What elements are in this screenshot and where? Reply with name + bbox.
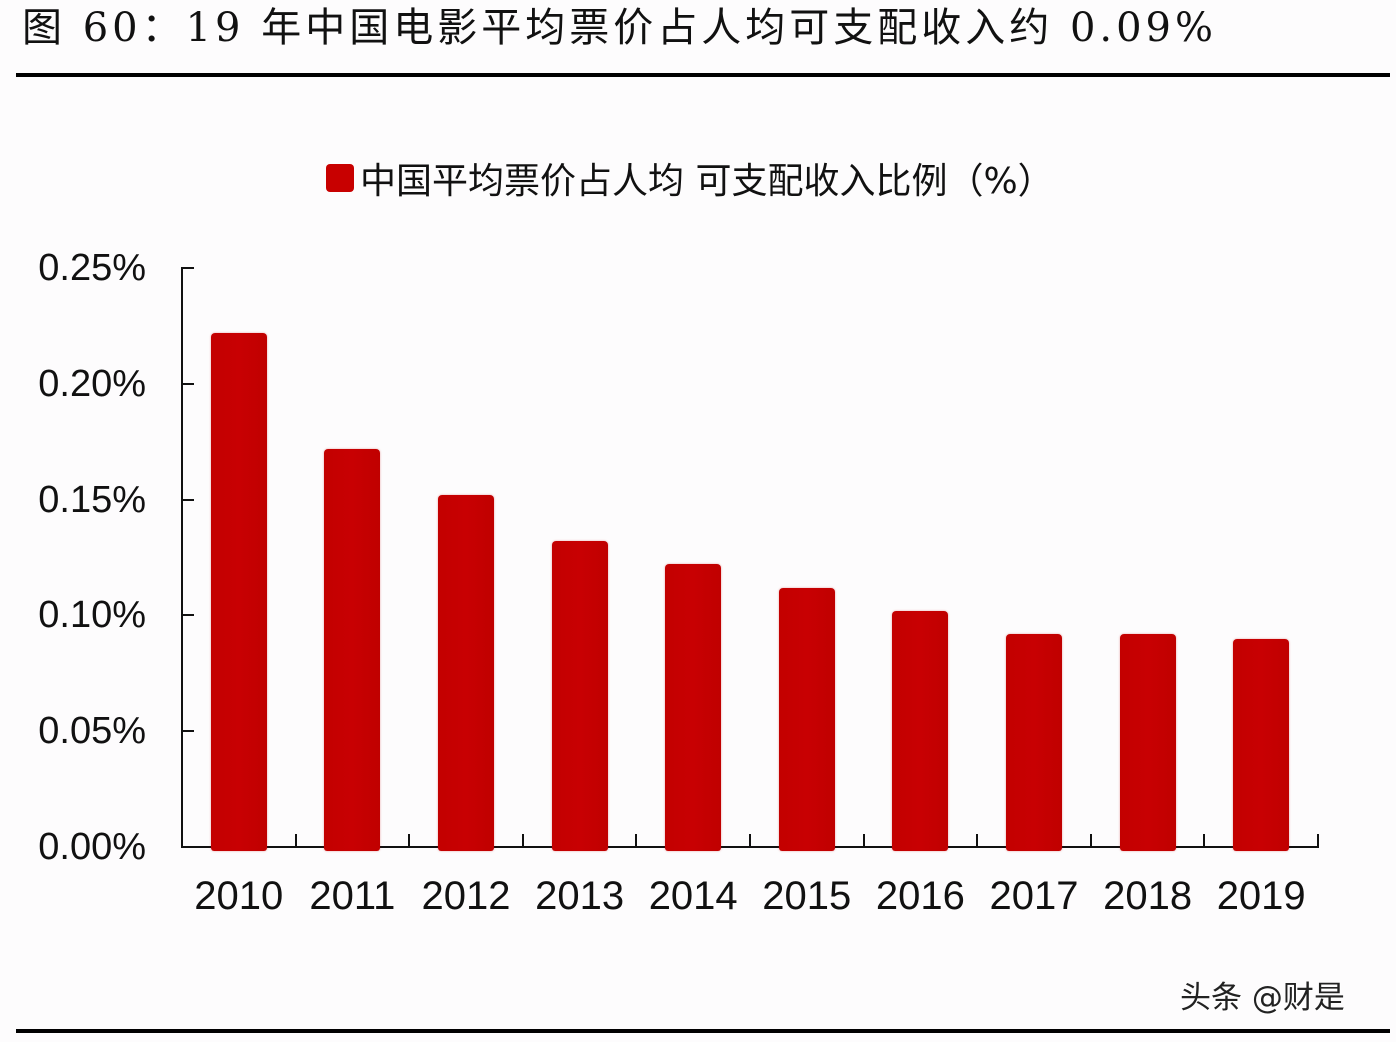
x-tick-label: 2011 [309, 874, 396, 918]
x-tick-label: 2019 [1216, 874, 1306, 918]
x-tick-mark [635, 834, 638, 847]
y-tick-mark [181, 614, 194, 617]
y-tick-mark [181, 267, 194, 269]
x-tick-mark [749, 834, 751, 847]
chart-legend: 中国平均票价占人均 可支配收入比例（%） [326, 154, 1054, 202]
bar-2013 [551, 541, 608, 851]
y-tick-label: 0.25% [38, 247, 146, 289]
x-axis-line [181, 846, 1319, 848]
top-rule-divider [16, 73, 1390, 77]
x-tick-label: 2010 [194, 874, 284, 918]
y-tick-mark [181, 382, 194, 385]
bottom-rule-divider [16, 1029, 1390, 1033]
x-tick-mark [862, 834, 865, 847]
y-tick-label: 0.15% [38, 478, 146, 521]
x-tick-label: 2018 [1103, 874, 1193, 918]
y-tick-mark [181, 498, 194, 501]
bar-2011 [324, 448, 381, 851]
x-tick-mark [1317, 834, 1319, 847]
y-tick-label: 0.20% [38, 362, 146, 405]
figure-title: 图 60：19 年中国电影平均票价占人均可支配收入约 0.09% [22, 5, 1218, 51]
bar-2015 [778, 587, 835, 851]
legend-swatch-icon [326, 164, 354, 192]
x-tick-label: 2016 [875, 874, 965, 918]
x-tick-mark [1203, 834, 1206, 847]
x-tick-label: 2012 [421, 874, 511, 918]
y-tick-mark [181, 730, 194, 733]
x-tick-label: 2017 [989, 874, 1079, 918]
y-axis-line [181, 268, 183, 848]
y-tick-label: 0.00% [38, 826, 146, 868]
x-tick-mark [521, 834, 524, 847]
bar-2017 [1006, 633, 1062, 851]
watermark-text: 头条 @财是 [1180, 980, 1345, 1016]
x-tick-label: 2015 [762, 874, 852, 918]
bar-2012 [438, 494, 494, 851]
x-tick-mark [976, 834, 979, 847]
legend-label: 中国平均票价占人均 可支配收入比例（%） [360, 161, 1054, 202]
x-tick-label: 2013 [535, 874, 625, 918]
x-tick-mark [408, 834, 411, 847]
y-tick-label: 0.10% [38, 594, 146, 637]
x-tick-mark [294, 834, 297, 847]
y-tick-label: 0.05% [38, 710, 146, 753]
y-tick-mark [181, 846, 194, 848]
x-tick-mark [1089, 834, 1092, 847]
bar-2014 [665, 564, 722, 851]
bar-2016 [892, 610, 949, 851]
bar-2018 [1119, 633, 1176, 851]
x-tick-label: 2014 [648, 874, 738, 918]
bar-2010 [210, 332, 267, 851]
bar-2019 [1233, 638, 1290, 851]
